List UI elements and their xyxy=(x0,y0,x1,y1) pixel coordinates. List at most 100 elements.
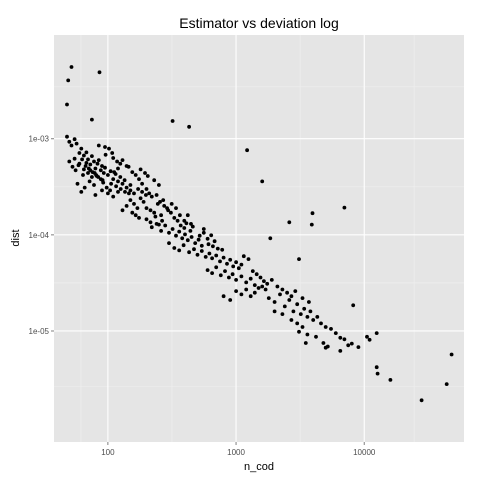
y-tick-label: 1e-04 xyxy=(29,231,50,240)
x-axis-title: n_cod xyxy=(244,461,274,473)
data-point xyxy=(160,218,165,223)
data-point xyxy=(77,151,82,155)
data-point xyxy=(95,161,100,166)
data-point xyxy=(161,198,166,203)
data-point xyxy=(308,309,313,314)
data-point xyxy=(88,162,93,167)
data-point xyxy=(266,296,271,300)
data-point xyxy=(152,210,157,215)
data-point xyxy=(310,211,315,216)
data-point xyxy=(263,287,268,292)
data-point xyxy=(321,341,326,345)
data-point xyxy=(356,345,361,349)
data-point xyxy=(374,365,379,370)
data-point xyxy=(114,184,118,189)
data-point xyxy=(349,341,354,346)
data-point xyxy=(106,173,110,177)
data-point xyxy=(248,276,253,281)
data-point xyxy=(300,325,305,329)
data-point xyxy=(109,181,113,186)
data-point xyxy=(97,70,102,75)
data-point xyxy=(298,312,303,316)
data-point xyxy=(93,193,98,197)
data-point xyxy=(295,321,300,326)
y-axis-title: dist xyxy=(10,229,22,246)
data-point xyxy=(444,382,449,386)
data-point xyxy=(118,175,123,179)
data-point xyxy=(167,230,171,235)
data-point xyxy=(231,264,236,269)
data-point xyxy=(72,156,77,161)
data-point xyxy=(184,221,189,226)
data-point xyxy=(103,165,107,170)
data-point xyxy=(138,167,143,172)
data-point xyxy=(234,289,239,293)
data-point xyxy=(280,287,285,292)
data-point xyxy=(130,210,135,215)
data-point xyxy=(80,157,84,162)
data-point xyxy=(178,213,182,218)
data-point xyxy=(342,337,347,342)
data-point xyxy=(96,158,101,163)
data-point xyxy=(180,236,185,241)
data-point xyxy=(300,296,305,300)
data-point xyxy=(81,173,85,177)
data-point xyxy=(185,213,190,218)
data-point xyxy=(149,194,154,199)
data-point xyxy=(110,151,115,155)
data-point xyxy=(178,223,183,228)
data-point xyxy=(90,170,95,175)
data-point xyxy=(166,208,171,213)
data-point xyxy=(153,214,158,219)
data-point xyxy=(190,224,195,229)
data-point xyxy=(183,232,187,237)
data-point xyxy=(75,181,80,186)
data-point xyxy=(205,236,210,241)
data-point xyxy=(90,175,94,179)
data-point xyxy=(218,273,223,278)
data-point xyxy=(338,349,343,353)
data-point xyxy=(289,294,294,299)
data-point xyxy=(449,352,454,357)
data-point xyxy=(252,290,257,295)
data-point xyxy=(140,181,145,186)
data-point xyxy=(303,341,308,345)
data-point xyxy=(101,171,106,175)
data-point xyxy=(86,171,90,175)
data-point xyxy=(218,259,222,264)
data-point xyxy=(87,179,92,184)
data-point xyxy=(268,236,273,241)
data-point xyxy=(241,254,246,259)
data-point xyxy=(133,213,138,218)
data-point xyxy=(215,246,220,251)
data-point xyxy=(223,269,227,273)
data-point xyxy=(84,161,89,165)
data-point xyxy=(132,191,136,196)
data-point xyxy=(189,235,194,239)
data-point xyxy=(419,398,424,403)
data-point xyxy=(351,303,356,308)
data-point xyxy=(98,168,103,173)
data-point xyxy=(144,206,149,211)
data-point xyxy=(70,164,75,169)
data-point xyxy=(130,170,135,175)
data-point xyxy=(86,157,90,162)
data-point xyxy=(228,257,233,262)
data-point xyxy=(329,327,333,331)
data-point xyxy=(239,262,244,267)
data-point xyxy=(96,143,101,148)
data-point xyxy=(245,148,250,153)
data-point xyxy=(207,251,212,256)
data-point xyxy=(265,281,270,286)
data-point xyxy=(309,222,314,227)
data-point xyxy=(196,237,201,242)
data-point xyxy=(72,137,77,142)
data-point xyxy=(137,216,141,220)
data-point xyxy=(138,196,143,201)
data-point xyxy=(103,145,107,149)
data-point xyxy=(170,227,175,231)
data-point xyxy=(172,216,177,220)
data-point xyxy=(90,117,94,122)
data-point xyxy=(220,247,225,252)
